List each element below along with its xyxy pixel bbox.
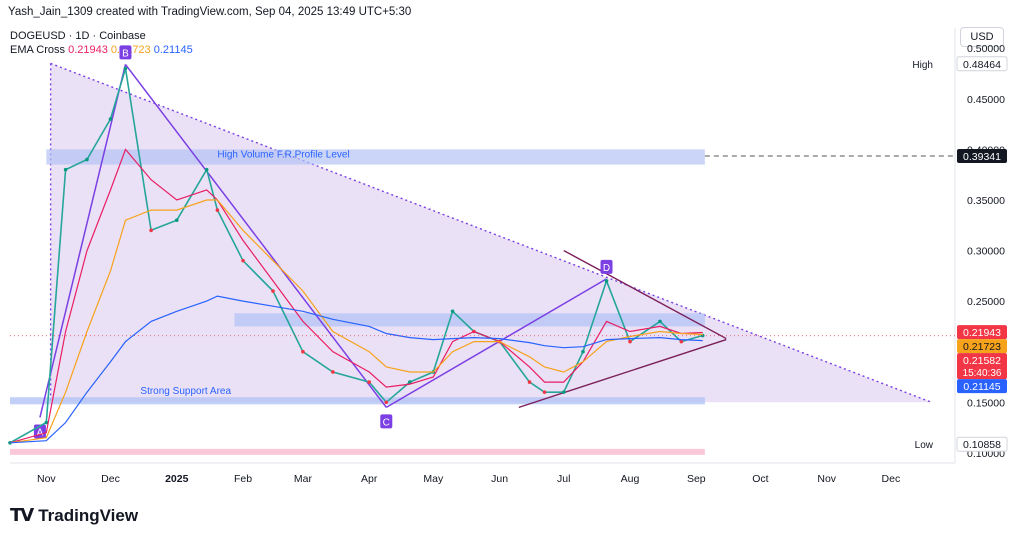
price-point [271,289,275,293]
x-tick-label: Feb [234,473,252,485]
price-point [301,349,305,354]
point-d-label: D [603,263,610,274]
x-tick-label: Mar [294,473,313,485]
price-label: 0.21582 [963,355,1001,367]
price-point [604,279,609,283]
pattern-leg-CD [385,278,607,409]
price-label-box [957,339,1007,354]
ema-fast-value: 0.21943 [68,44,108,56]
price-label-box [957,379,1007,394]
x-tick-label: 2025 [165,473,189,485]
price-point [527,380,532,384]
price-label: 0.39341 [963,151,1001,163]
price-point [581,349,585,354]
price-label: 0.21145 [963,381,1000,393]
price-label-box [956,436,1008,452]
price-label-box [957,325,1007,340]
high-volume-zone [46,149,705,165]
point-a-label: A [37,427,44,438]
recent-resistance-line [563,249,727,340]
ema-fast-line [9,148,703,444]
price-label: 0.21723 [963,341,1001,353]
y-tick-label: 0.30000 [967,246,1005,258]
tradingview-logo-icon: 𝗧𝗩 [10,505,34,525]
support-label: Strong Support Area [140,386,231,397]
x-tick-label: May [423,473,444,485]
x-tick-label: Nov [37,473,56,485]
tradingview-brand[interactable]: 𝗧𝗩 TradingView [10,505,138,526]
triangle-resistance-line [50,62,932,403]
price-point [658,319,662,324]
price-label-box [956,56,1008,72]
price-point [204,167,209,172]
x-tick-label: Apr [361,473,378,485]
ema-slow-value: 0.21145 [153,44,193,56]
x-tick-label: Nov [817,473,836,485]
price-point [108,117,113,121]
price-point [679,339,684,344]
point-c-label: C [383,417,390,428]
point-c-badge [380,414,393,429]
price-point [408,380,412,384]
y-tick-label: 0.25000 [967,296,1005,308]
low-zone [10,448,705,455]
price-point [241,258,245,263]
price-point [542,390,547,394]
price-point [384,400,389,405]
x-tick-label: Jul [557,473,570,485]
high-volume-label: High Volume F.R.Profile Level [217,149,349,160]
x-tick-label: Dec [101,473,120,485]
price-label: 0.10858 [963,439,1001,451]
price-label-box [957,149,1007,164]
point-b-label: B [122,48,129,59]
price-point [63,167,68,172]
pattern-leg-BC [124,63,387,408]
ema-mid-line [9,199,703,444]
x-tick-label: Jun [491,473,508,485]
y-tick-label: 0.35000 [967,195,1005,207]
price-point [331,370,335,374]
y-tick-label: 0.50000 [967,43,1005,55]
brand-label: TradingView [38,505,139,525]
x-tick-label: Dec [882,473,901,485]
support-zone [10,397,705,405]
price-point [44,420,49,425]
recent-support-line [518,338,727,409]
symbol-legend[interactable]: DOGEUSD · 1D · Coinbase [10,30,146,42]
chart-caption: Yash_Jain_1309 created with TradingView.… [8,6,412,18]
price-label-box [957,353,1007,380]
mid-resistance-zone [234,313,705,327]
point-b-badge [119,45,132,60]
price-point [367,380,371,384]
x-tick-label: Aug [621,473,640,485]
price-point [149,228,153,233]
price-point [561,390,566,394]
y-tick-label: 0.45000 [967,94,1005,106]
x-tick-label: Sep [687,473,706,485]
price-point [628,339,632,344]
ema-legend[interactable]: EMA Cross 0.21943 0.21723 0.21145 [10,44,193,56]
y-tick-label: 0.15000 [967,397,1005,409]
countdown-label: 15:40:36 [963,368,1002,379]
ema-label: EMA Cross [10,44,66,56]
price-label: 0.48464 [963,59,1001,71]
x-tick-label: Oct [752,473,768,485]
point-d-badge [600,259,613,274]
price-point [123,66,128,71]
price-point [215,208,220,212]
price-point [450,309,455,314]
price-label: 0.21943 [963,327,1001,339]
price-point [85,157,89,162]
currency-button[interactable]: USD [960,27,1004,47]
price-tag-high: High [912,60,933,71]
ema-slow-line [9,295,703,444]
pattern-leg-AB [39,64,127,418]
price-point [174,218,179,223]
price-line [9,68,703,444]
price-tag-low: Low [915,440,934,451]
